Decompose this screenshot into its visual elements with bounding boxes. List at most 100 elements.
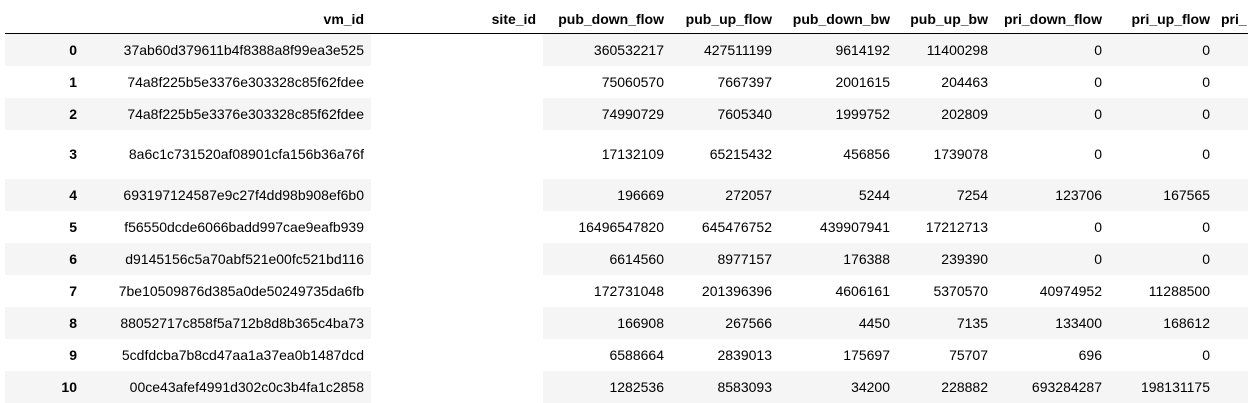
cell-vm-id: 88052717c858f5a712b8d8b365c4ba73 xyxy=(120,314,364,331)
table-row: 7 7be10509876d385a0de50249735da6fb 1727310… xyxy=(5,274,1248,307)
cell-pub-up-bw: 202809 xyxy=(941,105,988,122)
cell-pub-up-bw: 228882 xyxy=(941,378,988,395)
cell-pri-down-flow: 40974952 xyxy=(1039,282,1102,299)
table-row: 4 693197124587e9c27f4dd98b908ef6b0 196669 2… xyxy=(5,178,1248,211)
table-body: 0 37ab60d379611b4f8388a8f99ea3e525 3605322… xyxy=(5,33,1248,403)
cell-pri-up-flow: 0 xyxy=(1202,218,1210,235)
cell-pri-up-flow: 0 xyxy=(1202,73,1210,90)
cell-pub-up-flow: 201396396 xyxy=(701,282,772,299)
cell-vm-id: 74a8f225b5e3376e303328c85f62fdee xyxy=(127,73,364,90)
row-index: 1 xyxy=(69,73,77,90)
cell-vm-id: 693197124587e9c27f4dd98b908ef6b0 xyxy=(123,186,364,203)
cell-vm-id: 74a8f225b5e3376e303328c85f62fdee xyxy=(127,105,364,122)
cell-site-id xyxy=(371,306,543,339)
row-index: 10 xyxy=(61,378,77,395)
cell-pub-up-flow: 645476752 xyxy=(701,218,772,235)
cell-pub-up-flow: 8583093 xyxy=(717,378,772,395)
cell-pub-up-flow: 272057 xyxy=(725,186,772,203)
cell-truncated xyxy=(1217,34,1248,66)
cell-vm-id: 5cdfdcba7b8cd47aa1a37ea0b1487dcd xyxy=(121,346,364,363)
row-index: 9 xyxy=(69,346,77,363)
cell-pub-up-bw: 204463 xyxy=(941,73,988,90)
table-row: 2 74a8f225b5e3376e303328c85f62fdee 7499072… xyxy=(5,97,1248,130)
dataframe-table: vm_id site_id pub_down_flow pub_up_flow … xyxy=(5,5,1248,403)
table-row: 1 74a8f225b5e3376e303328c85f62fdee 7506057… xyxy=(5,65,1248,98)
cell-pub-down-bw: 4450 xyxy=(858,314,890,331)
cell-pub-up-bw: 11400298 xyxy=(926,41,988,58)
cell-pub-down-flow: 16496547820 xyxy=(578,218,664,235)
cell-pri-down-flow: 696 xyxy=(1078,346,1102,363)
cell-pub-down-bw: 439907941 xyxy=(819,218,890,235)
table-row: 0 37ab60d379611b4f8388a8f99ea3e525 3605322… xyxy=(5,33,1248,66)
row-index: 6 xyxy=(69,250,77,267)
cell-pub-down-flow: 17132109 xyxy=(601,146,664,162)
cell-pub-up-flow: 427511199 xyxy=(704,41,772,58)
cell-vm-id: 7be10509876d385a0de50249735da6fb xyxy=(118,282,364,299)
cell-truncated xyxy=(1217,179,1248,211)
row-index: 3 xyxy=(69,146,77,162)
table-row: 9 5cdfdcba7b8cd47aa1a37ea0b1487dcd 6588664… xyxy=(5,338,1248,371)
cell-pub-up-bw: 7135 xyxy=(956,314,988,331)
cell-pub-down-flow: 1282536 xyxy=(609,378,664,395)
row-index: 0 xyxy=(69,41,77,58)
cell-pri-up-flow: 0 xyxy=(1202,250,1210,267)
cell-pri-up-flow: 0 xyxy=(1202,41,1210,58)
cell-truncated xyxy=(1217,371,1248,403)
table-row: 8 88052717c858f5a712b8d8b365c4ba73 166908 2… xyxy=(5,306,1248,339)
column-header-pri-down-flow: pri_down_flow xyxy=(995,5,1109,34)
column-header-truncated: pri_ xyxy=(1217,5,1248,34)
cell-pub-down-bw: 34200 xyxy=(851,378,890,395)
cell-pub-up-flow: 2839013 xyxy=(717,346,772,363)
cell-pub-down-flow: 360532217 xyxy=(593,41,664,58)
cell-vm-id: d9145156c5a70abf521e00fc521bd116 xyxy=(125,250,364,267)
cell-pri-up-flow: 0 xyxy=(1202,105,1210,122)
cell-site-id xyxy=(371,210,543,243)
cell-site-id xyxy=(371,274,543,307)
cell-pri-up-flow: 11288500 xyxy=(1148,282,1210,299)
row-index: 8 xyxy=(69,314,77,331)
cell-pub-down-flow: 6588664 xyxy=(609,346,664,363)
cell-pri-down-flow: 693284287 xyxy=(1031,378,1102,395)
cell-pri-down-flow: 123706 xyxy=(1055,186,1102,203)
cell-pub-up-flow: 7667397 xyxy=(717,73,772,90)
cell-pri-up-flow: 168612 xyxy=(1163,314,1210,331)
cell-pub-down-bw: 2001615 xyxy=(835,73,890,90)
cell-pub-up-flow: 8977157 xyxy=(717,250,772,267)
cell-pub-down-flow: 166908 xyxy=(617,314,664,331)
cell-pri-up-flow: 167565 xyxy=(1163,186,1210,203)
cell-pub-down-flow: 172731048 xyxy=(593,282,664,299)
cell-site-id xyxy=(371,370,543,403)
row-index: 2 xyxy=(69,105,77,122)
cell-pub-up-bw: 1739078 xyxy=(933,146,988,162)
cell-pub-down-bw: 1999752 xyxy=(835,105,890,122)
cell-pub-down-flow: 6614560 xyxy=(609,250,664,267)
row-index: 7 xyxy=(69,282,77,299)
column-header-pub-down-flow: pub_down_flow xyxy=(543,5,671,34)
cell-truncated xyxy=(1217,243,1248,275)
cell-truncated xyxy=(1217,130,1248,179)
table-row: 3 8a6c1c731520af08901cfa156b36a76f 1713210… xyxy=(5,129,1248,179)
cell-site-id xyxy=(371,129,543,179)
table-row: 6 d9145156c5a70abf521e00fc521bd116 6614560… xyxy=(5,242,1248,275)
cell-site-id xyxy=(371,65,543,98)
cell-pri-down-flow: 133400 xyxy=(1055,314,1102,331)
cell-vm-id: 37ab60d379611b4f8388a8f99ea3e525 xyxy=(123,41,364,58)
cell-truncated xyxy=(1217,211,1248,243)
cell-vm-id: f56550dcde6066badd997cae9eafb939 xyxy=(124,218,364,235)
cell-pub-up-flow: 65215432 xyxy=(709,146,772,162)
cell-pub-down-flow: 74990729 xyxy=(601,105,664,122)
cell-pub-up-bw: 17212713 xyxy=(925,218,988,235)
column-header-vm-id: vm_id xyxy=(87,5,371,34)
cell-pub-down-bw: 4606161 xyxy=(835,282,890,299)
cell-site-id xyxy=(371,178,543,211)
header-row: vm_id site_id pub_down_flow pub_up_flow … xyxy=(5,5,1248,34)
row-index: 5 xyxy=(69,218,77,235)
cell-pri-down-flow: 0 xyxy=(1094,146,1102,162)
cell-pri-down-flow: 0 xyxy=(1094,218,1102,235)
cell-truncated xyxy=(1217,307,1248,339)
column-header-pub-up-flow: pub_up_flow xyxy=(671,5,779,34)
cell-site-id xyxy=(371,338,543,371)
column-header-pri-up-flow: pri_up_flow xyxy=(1109,5,1217,34)
cell-pri-down-flow: 0 xyxy=(1094,41,1102,58)
table-row: 5 f56550dcde6066badd997cae9eafb939 1649654… xyxy=(5,210,1248,243)
